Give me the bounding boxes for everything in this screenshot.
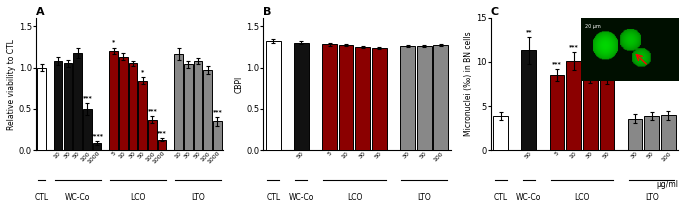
Bar [322, 44, 337, 150]
Text: ***: *** [147, 108, 158, 113]
Text: LTO: LTO [191, 193, 205, 202]
Bar [138, 81, 147, 150]
Bar [372, 48, 387, 150]
Text: **: ** [525, 29, 532, 34]
Bar [417, 46, 432, 150]
Bar [148, 120, 157, 150]
Text: ***: *** [586, 61, 595, 66]
Bar [158, 140, 166, 150]
Y-axis label: Micronuclei (‰) in BN cells: Micronuclei (‰) in BN cells [464, 32, 473, 136]
Bar [356, 47, 370, 150]
Text: ***: *** [82, 95, 92, 100]
Text: WC-Co: WC-Co [288, 193, 314, 202]
Bar [661, 115, 675, 150]
Text: C: C [491, 7, 499, 17]
Bar [73, 54, 82, 150]
Bar [119, 57, 127, 150]
Text: CTL: CTL [266, 193, 280, 202]
Text: μg/ml: μg/ml [656, 180, 678, 189]
Bar [434, 45, 448, 150]
Bar [521, 50, 536, 150]
Bar [92, 143, 101, 150]
Bar [493, 116, 508, 150]
Bar [400, 46, 415, 150]
Bar [266, 41, 281, 150]
Text: ***: *** [552, 61, 562, 66]
Text: LCO: LCO [574, 193, 590, 202]
Bar [64, 63, 72, 150]
Bar [194, 61, 202, 150]
Bar [203, 70, 212, 150]
Bar [599, 77, 614, 150]
Bar [583, 76, 597, 150]
Text: LTO: LTO [645, 193, 658, 202]
Text: LCO: LCO [347, 193, 362, 202]
Bar [339, 45, 353, 150]
Text: LCO: LCO [130, 193, 145, 202]
Text: CTL: CTL [35, 193, 49, 202]
Y-axis label: Relative viability to CTL: Relative viability to CTL [7, 39, 16, 130]
Bar [38, 68, 46, 150]
Text: ***: *** [569, 44, 578, 49]
Text: *: * [141, 69, 145, 74]
Bar [129, 63, 137, 150]
Bar [294, 43, 309, 150]
Text: ***: *** [212, 109, 223, 114]
Text: LTO: LTO [417, 193, 431, 202]
Text: ****: **** [90, 133, 103, 138]
Text: WC-Co: WC-Co [65, 193, 90, 202]
Bar [109, 51, 118, 150]
Text: WC-Co: WC-Co [516, 193, 542, 202]
Bar [54, 61, 62, 150]
Text: B: B [264, 7, 272, 17]
Text: A: A [36, 7, 45, 17]
Bar [549, 75, 564, 150]
Text: ***: *** [158, 130, 167, 135]
Bar [184, 64, 192, 150]
Text: CTL: CTL [494, 193, 508, 202]
Bar [213, 121, 222, 150]
Bar [566, 61, 581, 150]
Bar [627, 119, 643, 150]
Bar [83, 109, 92, 150]
Y-axis label: CBPI: CBPI [234, 75, 243, 93]
Text: *: * [112, 39, 115, 44]
Text: **: ** [603, 62, 610, 67]
Bar [645, 116, 659, 150]
Bar [174, 54, 183, 150]
